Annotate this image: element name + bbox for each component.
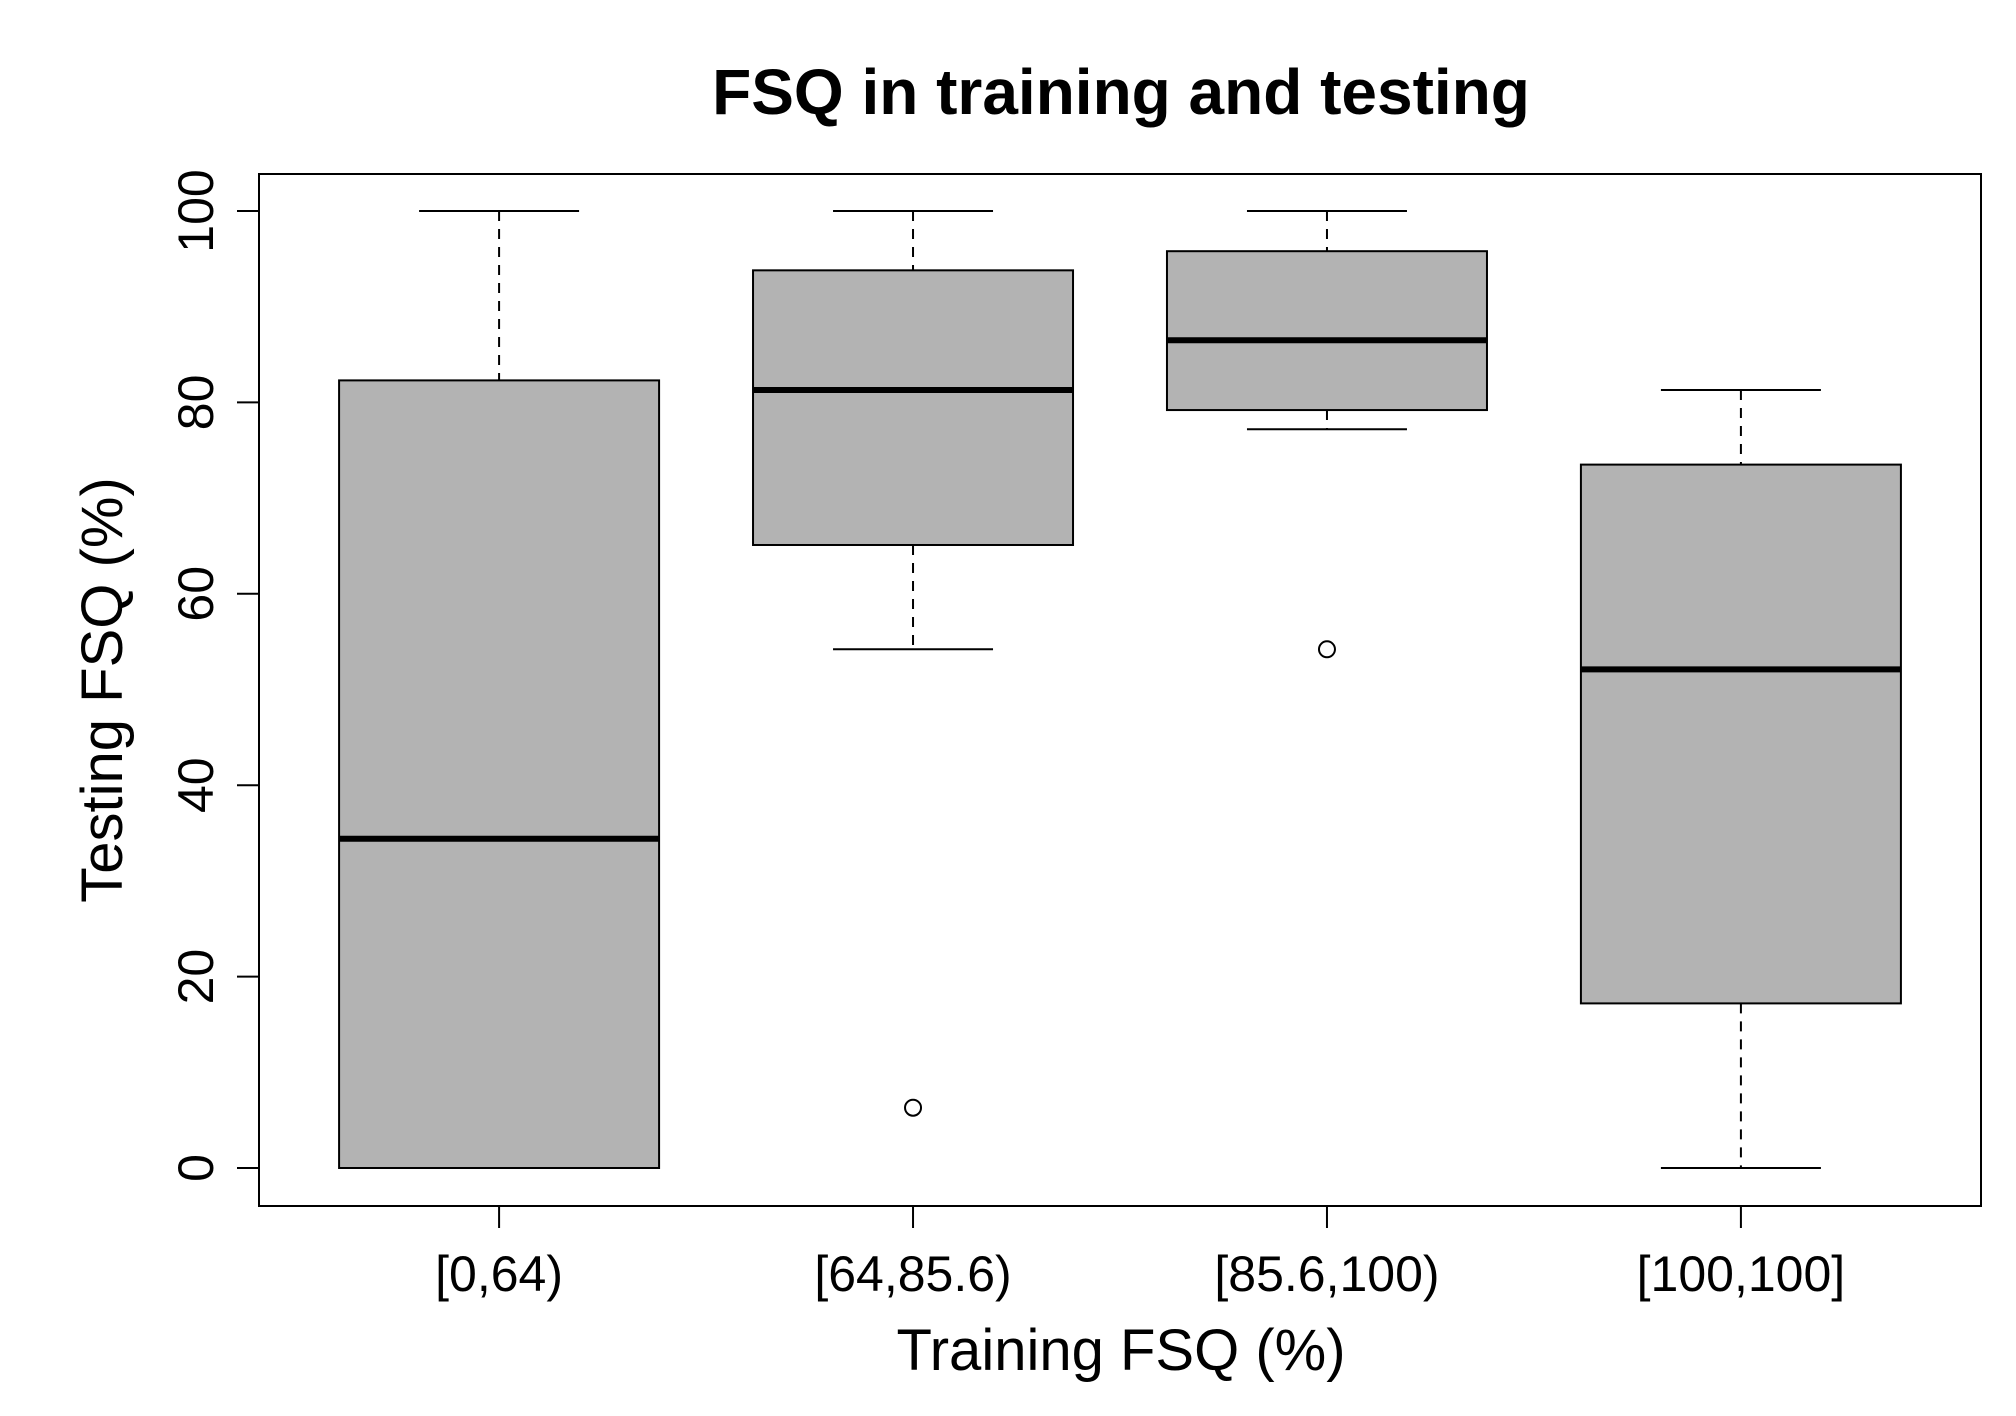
- boxes-layer: [338, 210, 1902, 1170]
- y-tick-label: 60: [168, 566, 224, 622]
- outlier-point: [1317, 640, 1336, 659]
- y-axis-label: Testing FSQ (%): [70, 477, 135, 902]
- outlier-point: [904, 1098, 923, 1117]
- y-tick-label: 20: [168, 949, 224, 1005]
- y-tick-label: 80: [168, 375, 224, 431]
- box-group: [338, 210, 661, 1170]
- box-group: [1165, 210, 1488, 659]
- x-tick-label: [0,64): [435, 1246, 563, 1302]
- x-tick-label: [100,100]: [1637, 1246, 1846, 1302]
- iqr-box: [1165, 250, 1488, 412]
- y-tick-label: 40: [168, 757, 224, 813]
- box-group: [1579, 388, 1902, 1169]
- y-tick-label: 100: [168, 169, 224, 252]
- x-axis-label: Training FSQ (%): [896, 1318, 1345, 1383]
- iqr-box: [752, 269, 1075, 546]
- iqr-box: [1579, 463, 1902, 1005]
- y-axis: 0 20 40 60 80 100: [168, 169, 260, 1182]
- chart-title: FSQ in training and testing: [712, 56, 1530, 128]
- x-tick-label: [64,85.6): [814, 1246, 1011, 1302]
- y-tick-label: 0: [168, 1154, 224, 1182]
- box-group: [752, 210, 1075, 1117]
- x-tick-label: [85.6,100): [1214, 1246, 1439, 1302]
- iqr-box: [338, 379, 661, 1170]
- x-axis: [0,64) [64,85.6) [85.6,100) [100,100]: [435, 1205, 1846, 1302]
